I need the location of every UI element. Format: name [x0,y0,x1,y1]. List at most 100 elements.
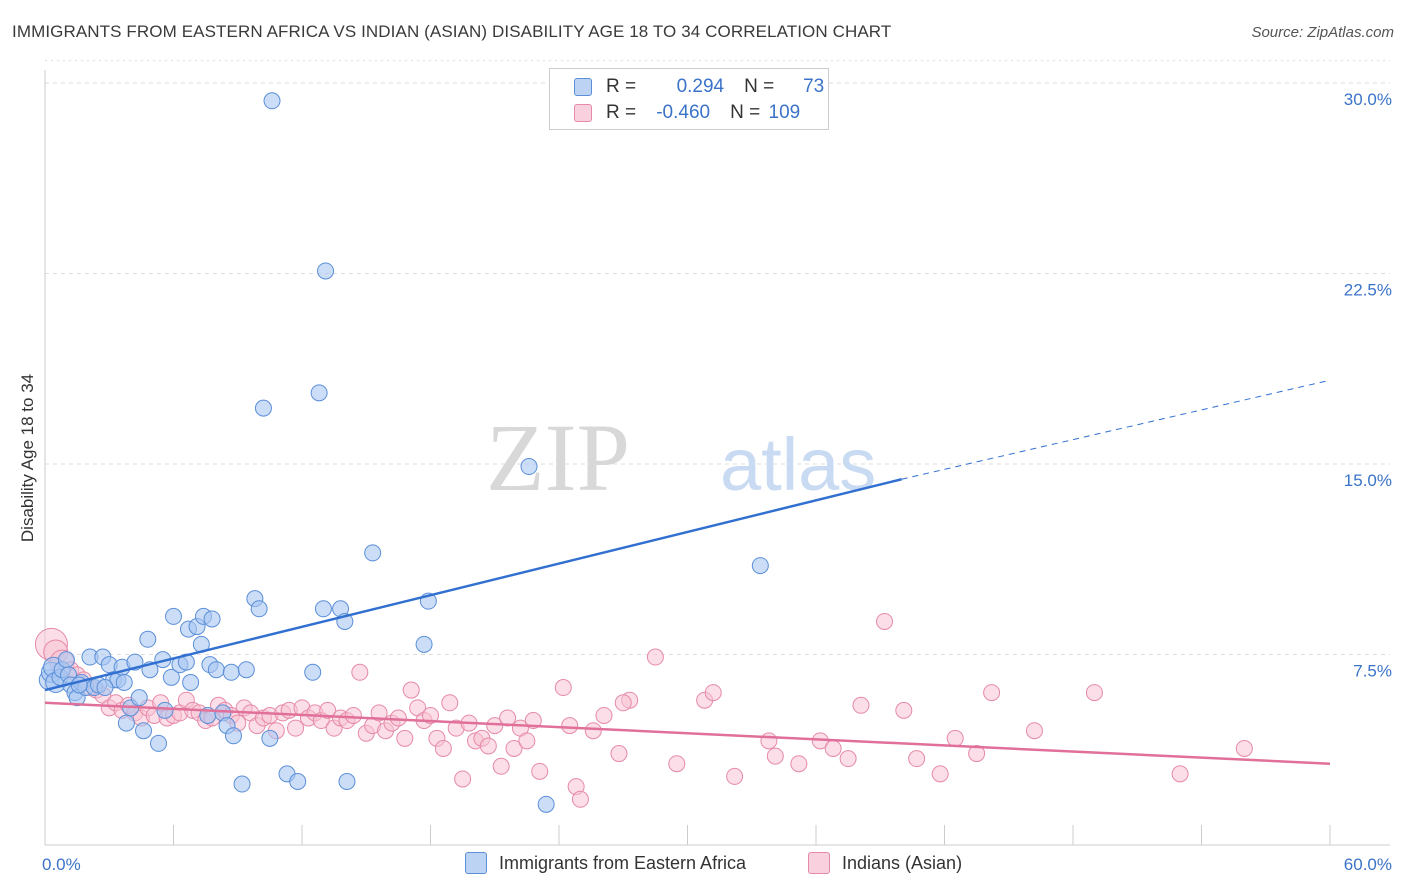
point-eastern-africa [207,661,225,679]
point-eastern-africa [415,635,433,653]
trend-eastern-africa [44,478,902,692]
point-eastern-africa [150,734,168,752]
trend-lines [44,379,1331,765]
r-value: -0.460 [656,102,711,123]
point-indians-asian [968,745,986,763]
point-eastern-africa [224,727,242,745]
point-indians-asian [839,750,857,768]
y-tick-label: 7.5% [1353,662,1392,681]
trend-indians-asian [44,701,1331,765]
point-indians-asian [518,732,536,750]
point-eastern-africa [156,701,174,719]
point-indians-asian [492,757,510,775]
trend-eastern-africa-extension [901,379,1331,480]
point-indians-asian [760,732,778,750]
axes [44,70,1390,846]
point-indians-asian [441,694,459,712]
chart-title: IMMIGRANTS FROM EASTERN AFRICA VS INDIAN… [12,22,892,41]
y-tick-label: 15.0% [1344,471,1392,490]
point-indians-asian [287,719,305,737]
point-indians-asian [824,739,842,757]
point-eastern-africa [57,651,75,669]
legend-row-indians-asian: R = -0.460 N = 109 [574,100,800,126]
legend-swatch-blue [574,78,592,96]
watermark-atlas: atlas [720,423,876,506]
point-indians-asian [531,762,549,780]
n-label: N = [730,102,761,123]
point-indians-asian [571,790,589,808]
r-label: R = [606,102,637,123]
point-indians-asian [454,770,472,788]
y-tick-labels: 7.5% 15.0% 22.5% 30.0% [1344,90,1392,681]
point-eastern-africa [537,795,555,813]
series-indians-asian [34,612,1253,808]
point-eastern-africa [250,600,268,618]
legend-row-eastern-africa: R = 0.294 N = 73 [574,74,824,100]
point-indians-asian [584,722,602,740]
point-indians-asian [505,739,523,757]
point-indians-asian [908,750,926,768]
point-eastern-africa [304,663,322,681]
correlation-legend: R = 0.294 N = 73 R = -0.460 N = 109 [549,68,829,130]
point-eastern-africa [130,689,148,707]
point-eastern-africa [310,384,328,402]
point-indians-asian [610,745,628,763]
point-indians-asian [614,694,632,712]
point-eastern-africa [289,773,307,790]
point-indians-asian [1085,684,1103,702]
x-tick-label: 60.0% [1344,855,1392,874]
watermark-zip: ZIP [486,404,630,511]
point-eastern-africa [520,458,538,476]
point-indians-asian [766,747,784,765]
point-indians-asian [1025,722,1043,740]
n-label: N = [744,76,775,97]
legend-swatch-blue [465,852,487,874]
point-eastern-africa [364,544,382,562]
point-indians-asian [876,612,894,630]
point-eastern-africa [254,399,272,417]
point-indians-asian [1171,765,1189,783]
legend-item-eastern-africa[interactable]: Immigrants from Eastern Africa [465,852,746,874]
point-indians-asian [1235,739,1253,757]
legend-swatch-pink [808,852,830,874]
point-eastern-africa [162,668,180,686]
point-indians-asian [396,729,414,747]
point-indians-asian [704,684,722,702]
point-indians-asian [946,729,964,747]
point-eastern-africa [117,714,135,732]
source-credit: Source: ZipAtlas.com [1251,24,1394,41]
point-indians-asian [852,696,870,714]
point-indians-asian [726,767,744,785]
point-eastern-africa [139,630,157,648]
point-indians-asian [983,684,1001,702]
r-label: R = [606,76,637,97]
point-indians-asian [402,681,420,699]
point-indians-asian [389,709,407,727]
point-indians-asian [561,717,579,735]
legend-label: Indians (Asian) [842,852,963,873]
point-eastern-africa [317,262,335,280]
point-eastern-africa [263,92,281,110]
point-eastern-africa [314,600,332,618]
point-indians-asian [319,701,337,719]
point-indians-asian [422,706,439,724]
point-indians-asian [931,765,949,783]
point-eastern-africa [338,773,356,790]
point-eastern-africa [135,722,153,740]
point-indians-asian [646,648,664,666]
n-value: 73 [803,76,825,97]
point-eastern-africa [182,673,200,691]
zipatlas-watermark: ZIP atlas [486,404,876,511]
point-indians-asian [370,704,388,722]
legend-label: Immigrants from Eastern Africa [499,852,747,873]
point-indians-asian [790,755,808,773]
point-eastern-africa [203,610,221,628]
point-eastern-africa [261,729,279,747]
point-eastern-africa [96,679,114,697]
legend-item-indians-asian[interactable]: Indians (Asian) [808,852,962,874]
point-eastern-africa [751,557,769,575]
point-indians-asian [554,679,572,697]
point-indians-asian [351,663,369,681]
point-indians-asian [499,709,517,727]
